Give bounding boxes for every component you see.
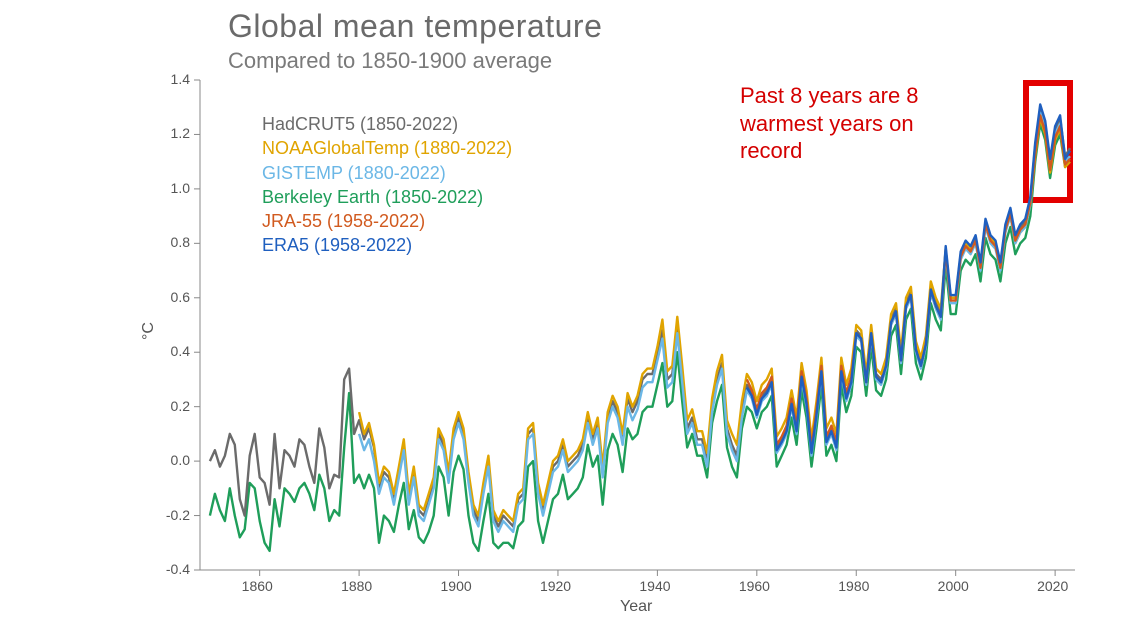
y-tick-label: -0.2 <box>150 507 190 523</box>
y-tick-label: 1.4 <box>150 71 190 87</box>
x-tick-label: 1880 <box>341 578 372 594</box>
x-tick-label: 1900 <box>441 578 472 594</box>
x-tick-label: 1960 <box>739 578 770 594</box>
x-tick-label: 1860 <box>242 578 273 594</box>
series-line <box>747 105 1070 453</box>
chart-canvas <box>0 0 1140 637</box>
series-line <box>747 115 1070 447</box>
y-tick-label: 1.2 <box>150 125 190 141</box>
x-tick-label: 2000 <box>938 578 969 594</box>
y-tick-label: 0.4 <box>150 343 190 359</box>
y-tick-label: 0.2 <box>150 398 190 414</box>
y-tick-label: 0.0 <box>150 452 190 468</box>
y-tick-label: 0.8 <box>150 234 190 250</box>
x-tick-label: 1940 <box>639 578 670 594</box>
x-tick-label: 2020 <box>1037 578 1068 594</box>
x-tick-label: 1980 <box>838 578 869 594</box>
y-tick-label: 0.6 <box>150 289 190 305</box>
y-tick-label: 1.0 <box>150 180 190 196</box>
y-tick-label: -0.4 <box>150 561 190 577</box>
series-line <box>359 113 1070 532</box>
series-line <box>210 124 1070 551</box>
x-tick-label: 1920 <box>540 578 571 594</box>
